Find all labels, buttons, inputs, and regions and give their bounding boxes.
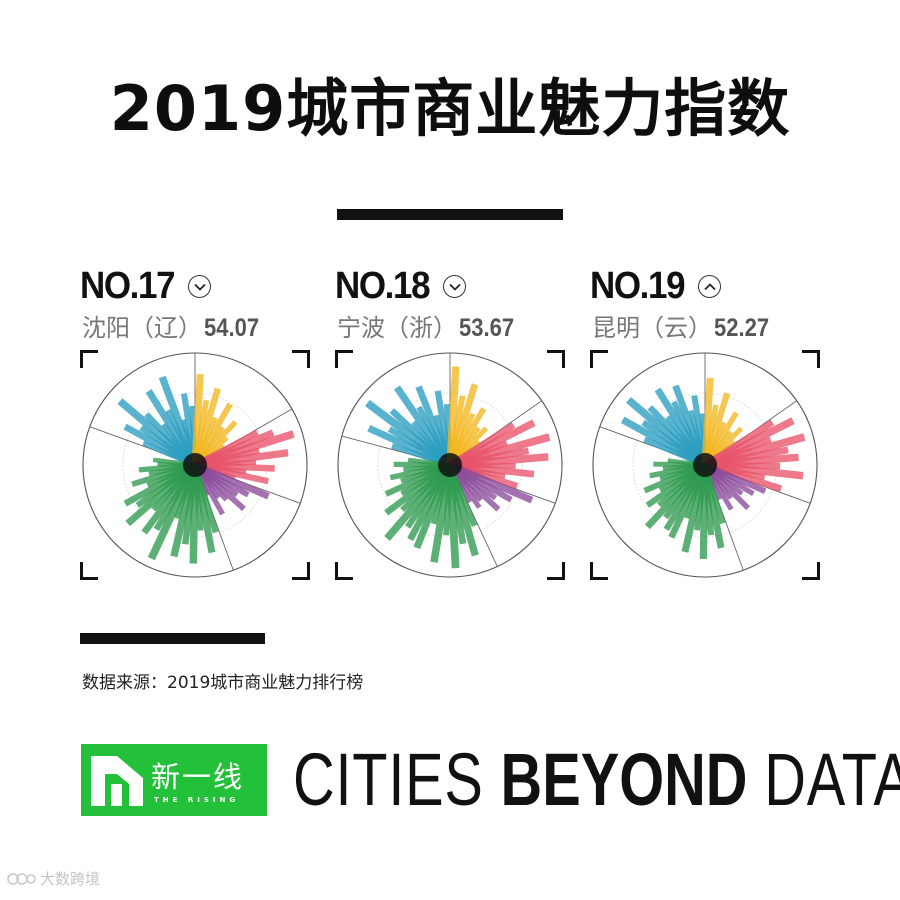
rose-hub	[183, 453, 207, 477]
guide-ring	[377, 392, 523, 538]
city-panel-3: NO.19 昆明（云）52.27	[590, 265, 840, 590]
chevron-down-icon	[443, 275, 467, 298]
city-line: 沈阳（辽）54.07	[82, 308, 267, 343]
rose-chart	[80, 350, 310, 580]
corner-bracket	[292, 350, 310, 368]
corner-bracket	[547, 350, 565, 368]
brand-subtitle: THE RISING	[154, 796, 240, 804]
slogan: CITIES BEYOND DATA	[293, 743, 900, 817]
city-score: 52.27	[714, 314, 770, 342]
city-name: 宁波（浙）	[337, 314, 457, 342]
corner-bracket	[802, 350, 820, 368]
watermark-text: 大数跨境	[40, 870, 101, 888]
city-line: 昆明（云）52.27	[592, 308, 777, 343]
corner-bracket	[80, 562, 98, 580]
corner-bracket	[80, 350, 98, 368]
city-panel-1: NO.17 沈阳（辽）54.07	[80, 265, 330, 590]
rank-row: NO.18	[335, 265, 467, 308]
corner-bracket	[802, 562, 820, 580]
watermark-logo-icon	[7, 872, 36, 885]
rose-chart	[590, 350, 820, 580]
city-name: 沈阳（辽）	[82, 314, 202, 342]
title-underline	[337, 209, 563, 220]
corner-bracket	[292, 562, 310, 580]
brand-logo: 新一线 THE RISING	[81, 744, 267, 816]
brand-mark-icon	[91, 756, 143, 806]
city-score: 54.07	[204, 314, 260, 342]
city-score: 53.67	[459, 314, 515, 342]
rose-chart	[335, 350, 565, 580]
data-source: 数据来源：2019城市商业魅力排行榜	[82, 673, 364, 693]
slogan-part-2: BEYOND	[500, 738, 748, 821]
slogan-part-3: DATA	[747, 738, 900, 821]
watermark: 大数跨境	[6, 868, 100, 889]
corner-bracket	[590, 350, 608, 368]
slogan-part-1: CITIES	[293, 738, 501, 821]
bottom-rule	[80, 633, 265, 644]
page-title: 2019城市商业魅力指数	[109, 72, 791, 145]
corner-bracket	[590, 562, 608, 580]
rank-label: NO.19	[590, 265, 686, 307]
rank-label: NO.18	[335, 265, 431, 307]
brand-name: 新一线	[151, 760, 245, 794]
rank-row: NO.19	[590, 265, 722, 308]
corner-bracket	[335, 350, 353, 368]
chevron-up-icon	[698, 275, 722, 298]
city-line: 宁波（浙）53.67	[337, 308, 522, 343]
rank-row: NO.17	[80, 265, 212, 308]
chevron-down-icon	[188, 275, 212, 298]
rank-label: NO.17	[80, 265, 176, 307]
rose-hub	[438, 453, 462, 477]
corner-bracket	[547, 562, 565, 580]
city-panel-2: NO.18 宁波（浙）53.67	[335, 265, 585, 590]
corner-bracket	[335, 562, 353, 580]
rose-hub	[693, 453, 717, 477]
city-name: 昆明（云）	[592, 314, 712, 342]
